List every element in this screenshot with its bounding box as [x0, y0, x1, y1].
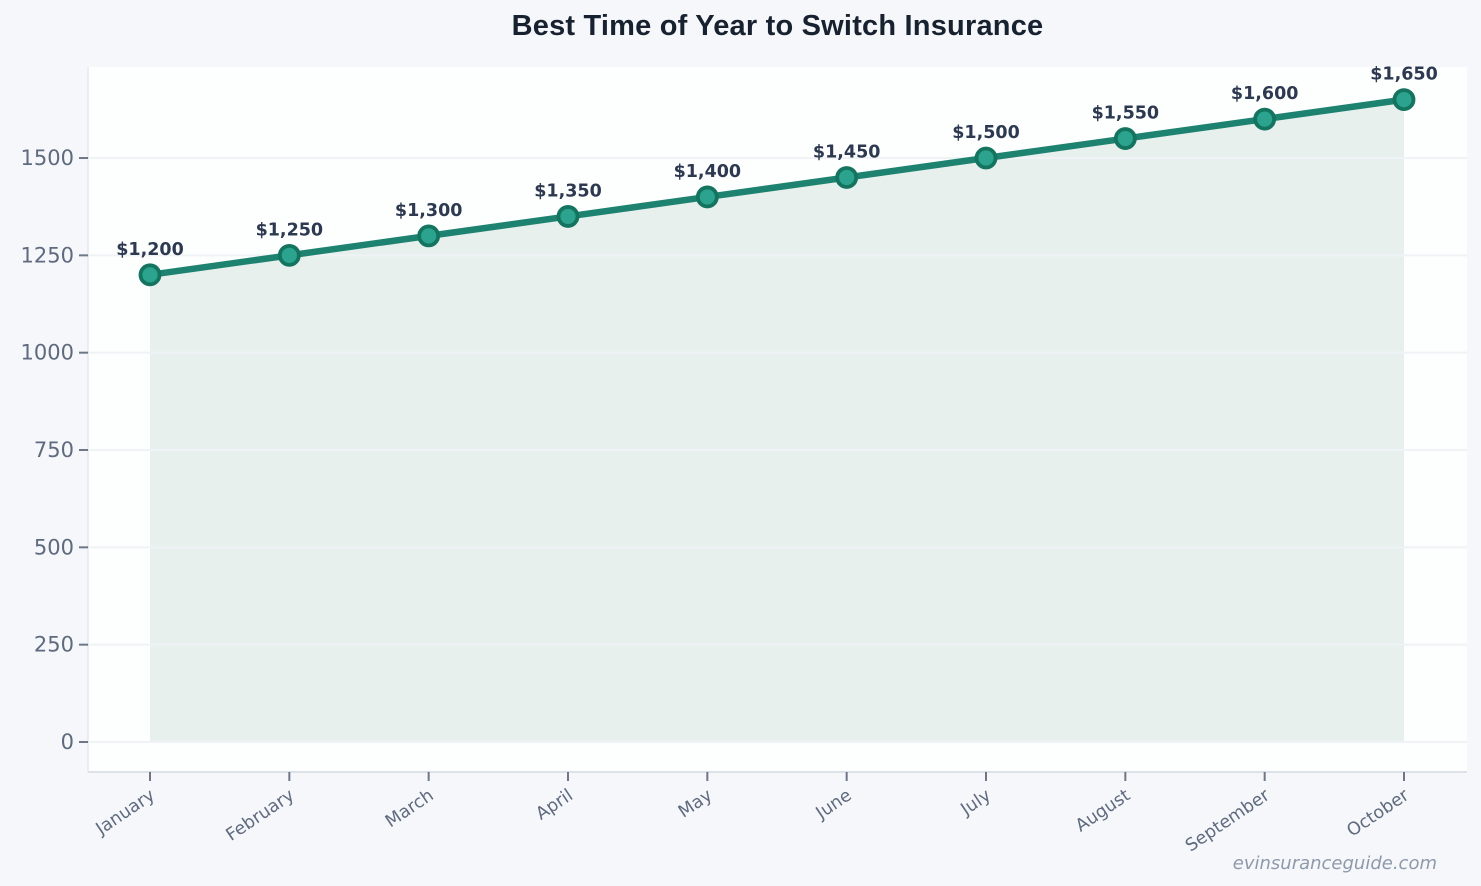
data-point-label: $1,500 — [952, 123, 1020, 143]
x-axis-tick-label: June — [812, 786, 856, 824]
data-point-label: $1,400 — [674, 162, 742, 182]
watermark: evinsuranceguide.com — [1232, 853, 1437, 874]
data-point-label: $1,250 — [256, 220, 324, 240]
data-point-marker — [974, 146, 998, 170]
x-axis-tick-label: March — [382, 786, 437, 832]
x-axis-tick-label: February — [223, 786, 298, 846]
x-axis-tick-label: July — [957, 786, 995, 821]
y-axis-tick-label: 750 — [34, 438, 74, 462]
y-axis-tick-label: 1000 — [21, 341, 74, 365]
data-point-marker — [1392, 88, 1416, 112]
area-fill — [150, 99, 1404, 742]
x-axis-tick-label: September — [1182, 785, 1274, 856]
y-axis-tick-label: 0 — [61, 730, 74, 754]
data-point-label: $1,350 — [534, 181, 602, 201]
data-point-label: $1,450 — [813, 142, 881, 162]
data-point-marker — [417, 224, 441, 248]
data-point-marker — [138, 263, 162, 287]
x-axis-tick-label: August — [1072, 785, 1134, 836]
y-axis-tick-label: 1500 — [21, 146, 74, 170]
data-point-marker — [1113, 127, 1137, 150]
x-axis-tick-label: January — [92, 786, 159, 840]
data-point-label: $1,600 — [1231, 84, 1299, 104]
chart-title: Best Time of Year to Switch Insurance — [511, 10, 1044, 42]
y-axis-tick-label: 1250 — [21, 243, 74, 267]
x-axis-tick-label: October — [1344, 785, 1414, 841]
data-point-marker — [277, 243, 301, 267]
x-axis-tick-label: April — [532, 786, 576, 825]
y-axis-tick-label: 500 — [34, 535, 74, 559]
y-axis-tick-label: 250 — [34, 633, 74, 657]
x-axis-tick-label: May — [675, 786, 716, 823]
data-point-label: $1,650 — [1370, 65, 1438, 85]
data-point-marker — [556, 205, 580, 228]
data-point-marker — [835, 166, 859, 189]
data-point-label: $1,200 — [116, 240, 184, 260]
data-point-marker — [1253, 107, 1277, 131]
data-point-label: $1,550 — [1092, 104, 1160, 124]
trend-line — [146, 96, 1408, 279]
data-point-label: $1,300 — [395, 201, 463, 221]
data-point-marker — [695, 185, 719, 209]
